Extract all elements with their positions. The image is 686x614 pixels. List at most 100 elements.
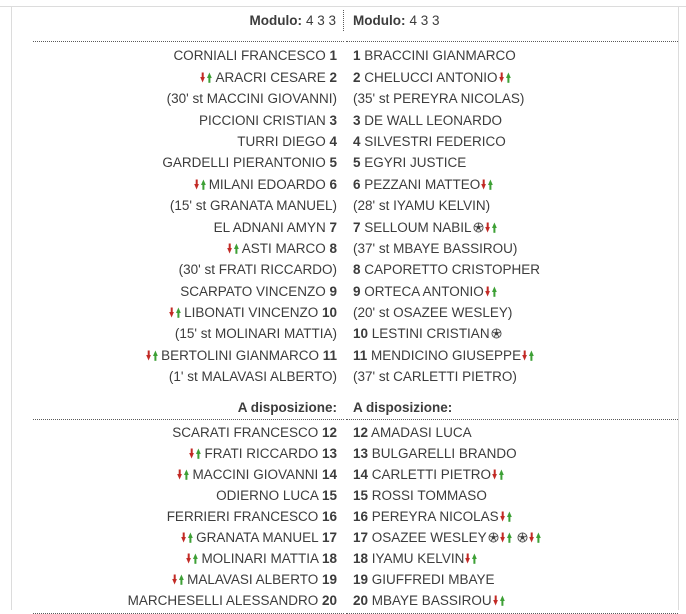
shirt-number: 18	[321, 551, 337, 567]
soccer-ball-icon	[491, 328, 502, 339]
shirt-number: 19	[353, 572, 369, 588]
player-name: BULGARELLI BRANDO	[371, 446, 517, 462]
player-row: 5 EGYRI JUSTICE	[346, 152, 678, 173]
shirt-number: 16	[353, 509, 369, 525]
substitution-note: (15' st MOLINARI MATTIA)	[174, 326, 337, 342]
player-row: 15 ROSSI TOMMASO	[346, 485, 678, 506]
substitution-icon	[189, 448, 202, 459]
player-name: OSAZEE WESLEY	[371, 530, 487, 546]
formation-label: Modulo:	[249, 13, 302, 28]
substitution-icon	[177, 469, 190, 480]
substitution-icon	[485, 286, 497, 297]
bench-label: A disposizione:	[237, 399, 337, 415]
substitution-note: (15' st GRANATA MANUEL)	[169, 198, 337, 214]
player-row: 13 BULGARELLI BRANDO	[346, 443, 678, 464]
shirt-number: 3	[353, 112, 361, 128]
lineups-panel: Modulo: 4 3 3 CORNIALI FRANCESCO 1 ARACRI …	[11, 7, 679, 614]
player-name: ROSSI TOMMASO	[371, 488, 487, 504]
player-name: BRACCINI GIANMARCO	[364, 48, 516, 64]
substitution-icon	[181, 532, 193, 543]
player-row: BERTOLINI GIANMARCO 11	[33, 345, 344, 366]
home-starters-list: CORNIALI FRANCESCO 1 ARACRI CESARE 2 (30' …	[33, 45, 344, 387]
player-row: CORNIALI FRANCESCO 1	[33, 45, 344, 66]
player-row: 8 CAPORETTO CRISTOPHER	[346, 259, 678, 280]
home-bench-list: SCARATI FRANCESCO 12 FRATI RICCARDO 13 MAC…	[33, 422, 344, 611]
player-name: AMADASI LUCA	[371, 425, 472, 441]
player-name: BERTOLINI GIANMARCO	[161, 347, 319, 363]
player-name: MBAYE BASSIROU	[371, 593, 492, 609]
substitution-note: (20' st OSAZEE WESLEY)	[353, 305, 513, 321]
substitution-note: (1' st MALAVASI ALBERTO)	[168, 369, 337, 385]
player-name: ORTECA ANTONIO	[364, 283, 484, 299]
home-team-column: Modulo: 4 3 3 CORNIALI FRANCESCO 1 ARACRI …	[33, 10, 344, 614]
shirt-number: 14	[353, 467, 369, 483]
shirt-number: 13	[321, 446, 337, 462]
substitution-icon	[465, 553, 478, 564]
player-row: SCARATI FRANCESCO 12	[33, 422, 344, 443]
player-name: ASTI MARCO	[241, 240, 326, 256]
player-row: 9 ORTECA ANTONIO	[346, 281, 678, 302]
player-row: 18 IYAMU KELVIN	[346, 548, 678, 569]
player-row: LIBONATI VINCENZO 10	[33, 302, 344, 323]
player-row: GRANATA MANUEL 17	[33, 527, 344, 548]
player-name: CAPORETTO CRISTOPHER	[364, 262, 541, 278]
substitution-note: (30' st MACCINI GIOVANNI)	[166, 91, 337, 107]
shirt-number: 17	[353, 530, 369, 546]
shirt-number: 9	[353, 283, 361, 299]
shirt-number: 1	[353, 48, 361, 64]
player-name: EL ADNANI AMYN	[213, 219, 326, 235]
player-name: PEREYRA NICOLAS	[371, 509, 499, 525]
player-row: PICCIONI CRISTIAN 3	[33, 110, 344, 131]
shirt-number: 13	[353, 446, 369, 462]
substitution-icon	[481, 179, 494, 190]
player-row: 3 DE WALL LEONARDO	[346, 110, 678, 131]
player-name: MOLINARI MATTIA	[201, 551, 319, 567]
dotted-separator	[33, 31, 344, 43]
player-name: SILVESTRI FEDERICO	[364, 133, 506, 149]
soccer-ball-icon	[473, 222, 484, 233]
player-name: ODIERNO LUCA	[216, 488, 319, 504]
player-row: ARACRI CESARE 2	[33, 67, 344, 88]
player-name: MACCINI GIOVANNI	[192, 467, 319, 483]
formation-value: 4 3 3	[409, 13, 440, 28]
player-row: MILANI EDOARDO 6	[33, 174, 344, 195]
shirt-number: 15	[353, 488, 369, 504]
player-name: GARDELLI PIERANTONIO	[162, 155, 326, 171]
away-bench-header: A disposizione:	[346, 397, 678, 418]
substitution-note: (30' st FRATI RICCARDO)	[178, 262, 337, 278]
player-name: CARLETTI PIETRO	[371, 467, 492, 483]
shirt-number: 6	[353, 176, 361, 192]
player-name: PEZZANI MATTEO	[364, 176, 481, 192]
away-starters-list: 1 BRACCINI GIANMARCO 2 CHELUCCI ANTONIO (3…	[346, 45, 678, 387]
shirt-number: 12	[321, 425, 337, 441]
shirt-number: 8	[329, 240, 337, 256]
shirt-number: 9	[329, 283, 337, 299]
player-name: CORNIALI FRANCESCO	[173, 48, 326, 64]
formation-label: Modulo:	[353, 13, 406, 28]
substitution-icon	[499, 532, 512, 543]
shirt-number: 7	[329, 219, 337, 235]
substitution-icon	[172, 574, 184, 585]
substitution-icon	[499, 511, 512, 522]
player-row: ODIERNO LUCA 15	[33, 485, 344, 506]
player-row: 2 CHELUCCI ANTONIO	[346, 67, 678, 88]
shirt-number: 10	[353, 326, 369, 342]
shirt-number: 6	[329, 176, 337, 192]
substitution-icon	[193, 179, 206, 190]
player-row: MOLINARI MATTIA 18	[33, 548, 344, 569]
player-row: EL ADNANI AMYN 7	[33, 217, 344, 238]
player-name: CHELUCCI ANTONIO	[364, 69, 498, 85]
shirt-number: 18	[353, 551, 369, 567]
player-row: 7 SELLOUM NABIL	[346, 217, 678, 238]
substitution-note: (37' st CARLETTI PIETRO)	[353, 369, 517, 385]
player-row: 4 SILVESTRI FEDERICO	[346, 131, 678, 152]
dotted-separator	[346, 31, 678, 43]
player-name: SCARATI FRANCESCO	[172, 425, 319, 441]
player-row: FRATI RICCARDO 13	[33, 443, 344, 464]
substitution-icon	[522, 350, 534, 361]
shirt-number: 14	[321, 467, 337, 483]
player-name: TURRI DIEGO	[237, 133, 326, 149]
substitution-note: (35' st PEREYRA NICOLAS)	[353, 91, 525, 107]
player-row: MARCHESELLI ALESSANDRO 20	[33, 590, 344, 611]
player-name: PICCIONI CRISTIAN	[198, 112, 326, 128]
